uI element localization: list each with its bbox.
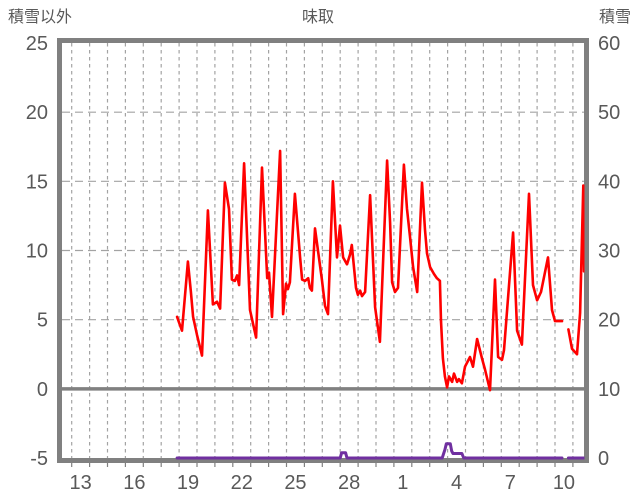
- plot-border: [57, 38, 589, 463]
- temperature-line-segment: [175, 149, 564, 392]
- right-axis-labels: 60 50 40 30 20 10 0: [598, 33, 620, 470]
- right-axis-label: 50: [598, 102, 620, 124]
- x-axis-label: 1: [397, 472, 408, 494]
- x-axis-label: 16: [123, 472, 145, 494]
- left-axis-label: 25: [26, 33, 48, 55]
- x-axis-labels: 13 16 19 22 25 28 1 4 7 10: [70, 472, 576, 494]
- left-axis-label: 10: [26, 241, 48, 263]
- x-axis-label: 19: [177, 472, 199, 494]
- x-axis-label: 4: [451, 472, 462, 494]
- temperature-line: [175, 149, 585, 392]
- right-axis-title: 積雪: [598, 9, 631, 26]
- snow-depth-line: [175, 442, 585, 460]
- left-axis-labels: 25 20 15 10 5 0 -5: [26, 33, 48, 470]
- x-axis-label: 10: [553, 472, 575, 494]
- temperature-line-segment: [567, 184, 585, 356]
- right-axis-label: 20: [598, 310, 620, 332]
- snow-depth-line-segment: [175, 442, 564, 460]
- left-axis-label: 20: [26, 102, 48, 124]
- x-axis-label: 28: [338, 472, 360, 494]
- left-axis-label: 5: [37, 310, 48, 332]
- x-axis-label: 7: [505, 472, 516, 494]
- right-axis-label: 30: [598, 241, 620, 263]
- right-axis-label: 0: [598, 448, 609, 470]
- left-axis-title: 積雪以外: [8, 9, 73, 26]
- x-axis-label: 13: [70, 472, 92, 494]
- left-axis-label: 0: [37, 379, 48, 401]
- chart-title: 味取: [301, 9, 334, 26]
- right-axis-label: 10: [598, 379, 620, 401]
- x-axis-ticks: [71, 463, 574, 467]
- x-axis-label: 25: [284, 472, 306, 494]
- x-axis-label: 22: [231, 472, 253, 494]
- right-axis-label: 40: [598, 171, 620, 193]
- left-axis-label: 15: [26, 171, 48, 193]
- right-axis-label: 60: [598, 33, 620, 55]
- left-axis-label: -5: [30, 448, 48, 470]
